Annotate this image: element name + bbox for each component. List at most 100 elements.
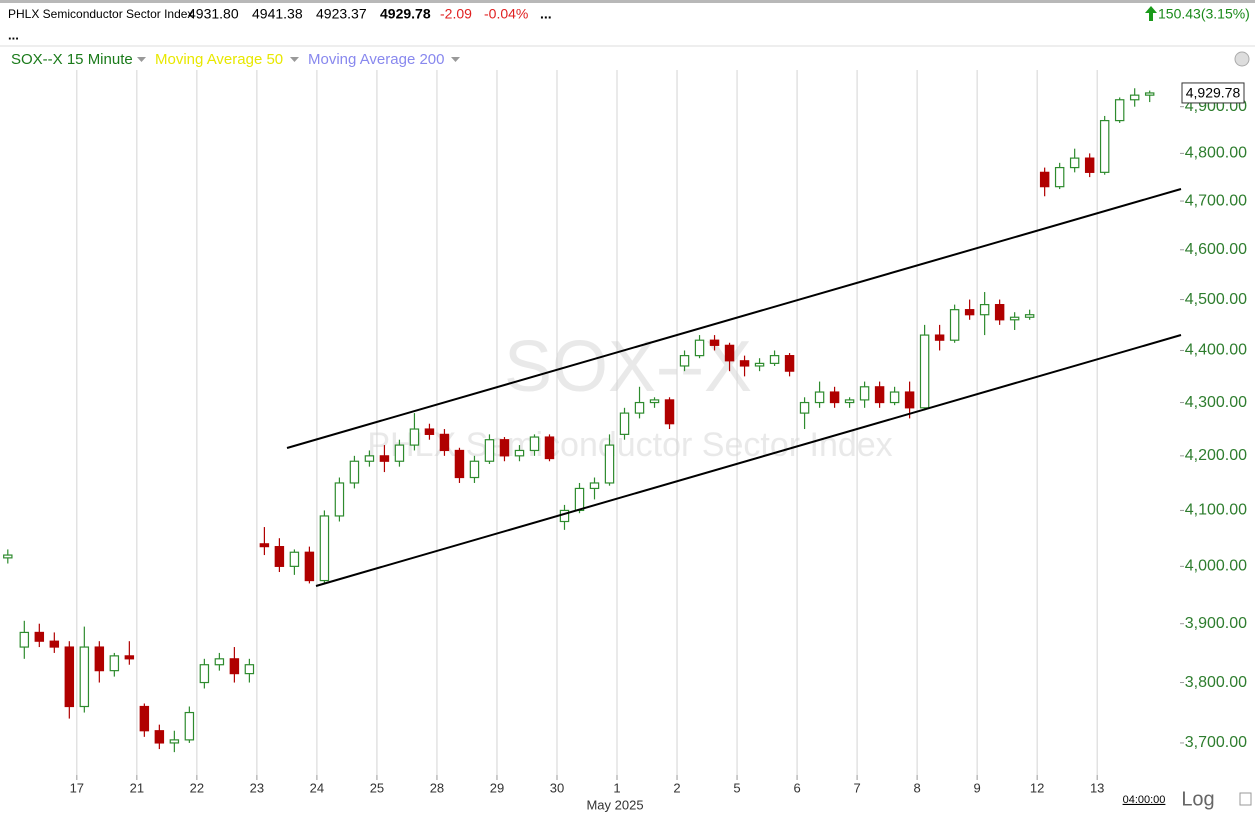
trendline-upper[interactable] bbox=[286, 188, 1182, 449]
candle-body bbox=[469, 460, 480, 479]
candle-body bbox=[139, 705, 150, 732]
x-tick-label: 13 bbox=[1090, 780, 1104, 795]
candle-body bbox=[319, 515, 330, 582]
legend-ma50[interactable]: Moving Average 50 bbox=[155, 51, 283, 68]
y-tick-label: 4,200.00 bbox=[1185, 447, 1247, 464]
candle-body bbox=[1039, 171, 1050, 188]
candle-body bbox=[229, 658, 240, 675]
candle-body bbox=[844, 399, 855, 404]
candle-body bbox=[739, 360, 750, 367]
y-tick-label: 4,300.00 bbox=[1185, 394, 1247, 411]
candle-body bbox=[949, 309, 960, 341]
dropdown[interactable] bbox=[451, 57, 460, 62]
x-tick-label: 5 bbox=[733, 780, 740, 795]
y-tick-label: 4,600.00 bbox=[1185, 241, 1247, 258]
last-price: 4929.78 bbox=[380, 6, 431, 22]
x-tick-label: 12 bbox=[1030, 780, 1044, 795]
x-axis-label: May 2025 bbox=[586, 797, 643, 812]
candle-body bbox=[919, 334, 930, 409]
candle-body bbox=[934, 334, 945, 341]
legend-symbol[interactable]: SOX--X 15 Minute bbox=[11, 51, 133, 68]
candle-body bbox=[874, 386, 885, 404]
change: -2.09 bbox=[440, 6, 472, 22]
legend-ma200[interactable]: Moving Average 200 bbox=[308, 51, 445, 68]
candle-body bbox=[754, 362, 765, 367]
candle-body bbox=[34, 631, 45, 642]
candle-body bbox=[334, 482, 345, 517]
candle-body bbox=[109, 655, 120, 672]
globe-icon[interactable] bbox=[1234, 51, 1250, 67]
candle-body bbox=[199, 664, 210, 684]
candle-body bbox=[154, 730, 165, 744]
low-price: 4923.37 bbox=[316, 6, 367, 22]
candle-body bbox=[679, 355, 690, 367]
candle-body bbox=[289, 551, 300, 567]
x-tick-label: 24 bbox=[310, 780, 324, 795]
x-tick-label: 2 bbox=[673, 780, 680, 795]
candle-body bbox=[484, 439, 495, 462]
candle-body bbox=[769, 355, 780, 364]
y-tick-label: 3,900.00 bbox=[1185, 615, 1247, 632]
candle-body bbox=[184, 711, 195, 741]
candle-body bbox=[1054, 166, 1065, 188]
y-tick-label: 4,000.00 bbox=[1185, 558, 1247, 575]
candle-body bbox=[814, 391, 825, 404]
x-tick-label: 23 bbox=[250, 780, 264, 795]
candle-body bbox=[364, 455, 375, 462]
candle-body bbox=[1099, 119, 1110, 173]
more-menu[interactable]: ... bbox=[540, 6, 552, 22]
candle-body bbox=[1129, 94, 1140, 101]
candle-body bbox=[634, 401, 645, 414]
candle-body bbox=[3, 554, 13, 559]
candle-body bbox=[529, 436, 540, 452]
high-price: 4941.38 bbox=[252, 6, 303, 22]
x-tick-label: 6 bbox=[793, 780, 800, 795]
y-tick-label: 3,800.00 bbox=[1185, 674, 1247, 691]
candle-body bbox=[724, 344, 735, 362]
candle-body bbox=[349, 460, 360, 484]
candle-body bbox=[544, 436, 555, 460]
x-tick-label: 21 bbox=[130, 780, 144, 795]
dropdown[interactable] bbox=[137, 57, 146, 62]
candle-body bbox=[1144, 92, 1155, 96]
x-tick-label: 17 bbox=[70, 780, 84, 795]
last-price-label: 4,929.78 bbox=[1186, 85, 1241, 101]
trendline-lower[interactable] bbox=[315, 334, 1182, 587]
candle-body bbox=[379, 455, 390, 462]
candle-body bbox=[274, 546, 285, 567]
x-tick-label: 25 bbox=[370, 780, 384, 795]
y-tick-label: 4,500.00 bbox=[1185, 291, 1247, 308]
candle-body bbox=[1069, 157, 1080, 169]
index-title: PHLX Semiconductor Sector Index bbox=[8, 7, 193, 21]
x-tick-label: 8 bbox=[913, 780, 920, 795]
candle-body bbox=[649, 399, 660, 404]
candle-body bbox=[1084, 157, 1095, 173]
dropdown[interactable] bbox=[290, 57, 299, 62]
candle-body bbox=[1024, 314, 1035, 318]
more-menu-2[interactable]: ... bbox=[8, 27, 19, 42]
y-tick-label: 3,700.00 bbox=[1185, 734, 1247, 751]
candle-body bbox=[889, 391, 900, 404]
settings-icon[interactable] bbox=[1239, 792, 1252, 806]
candle-body bbox=[694, 339, 705, 357]
candle-body bbox=[64, 646, 75, 708]
x-tick-label: 1 bbox=[613, 780, 620, 795]
candle-body bbox=[169, 739, 180, 744]
candle-body bbox=[214, 658, 225, 666]
x-tick-label: 7 bbox=[853, 780, 860, 795]
candle-body bbox=[859, 386, 870, 401]
candle-body bbox=[514, 449, 525, 457]
candle-body bbox=[259, 543, 270, 548]
total-change: 150.43(3.15%) bbox=[1158, 6, 1250, 22]
candle-body bbox=[904, 391, 915, 409]
y-tick-label: 4,800.00 bbox=[1185, 145, 1247, 162]
candle-body bbox=[439, 433, 450, 452]
candle-body bbox=[394, 444, 405, 462]
x-tick-label: 30 bbox=[550, 780, 564, 795]
log-toggle[interactable]: Log bbox=[1181, 788, 1214, 810]
time-setting[interactable]: 04:00:00 bbox=[1123, 794, 1166, 806]
candle-body bbox=[1009, 316, 1020, 321]
candle-body bbox=[979, 304, 990, 316]
candle-body bbox=[799, 401, 810, 414]
